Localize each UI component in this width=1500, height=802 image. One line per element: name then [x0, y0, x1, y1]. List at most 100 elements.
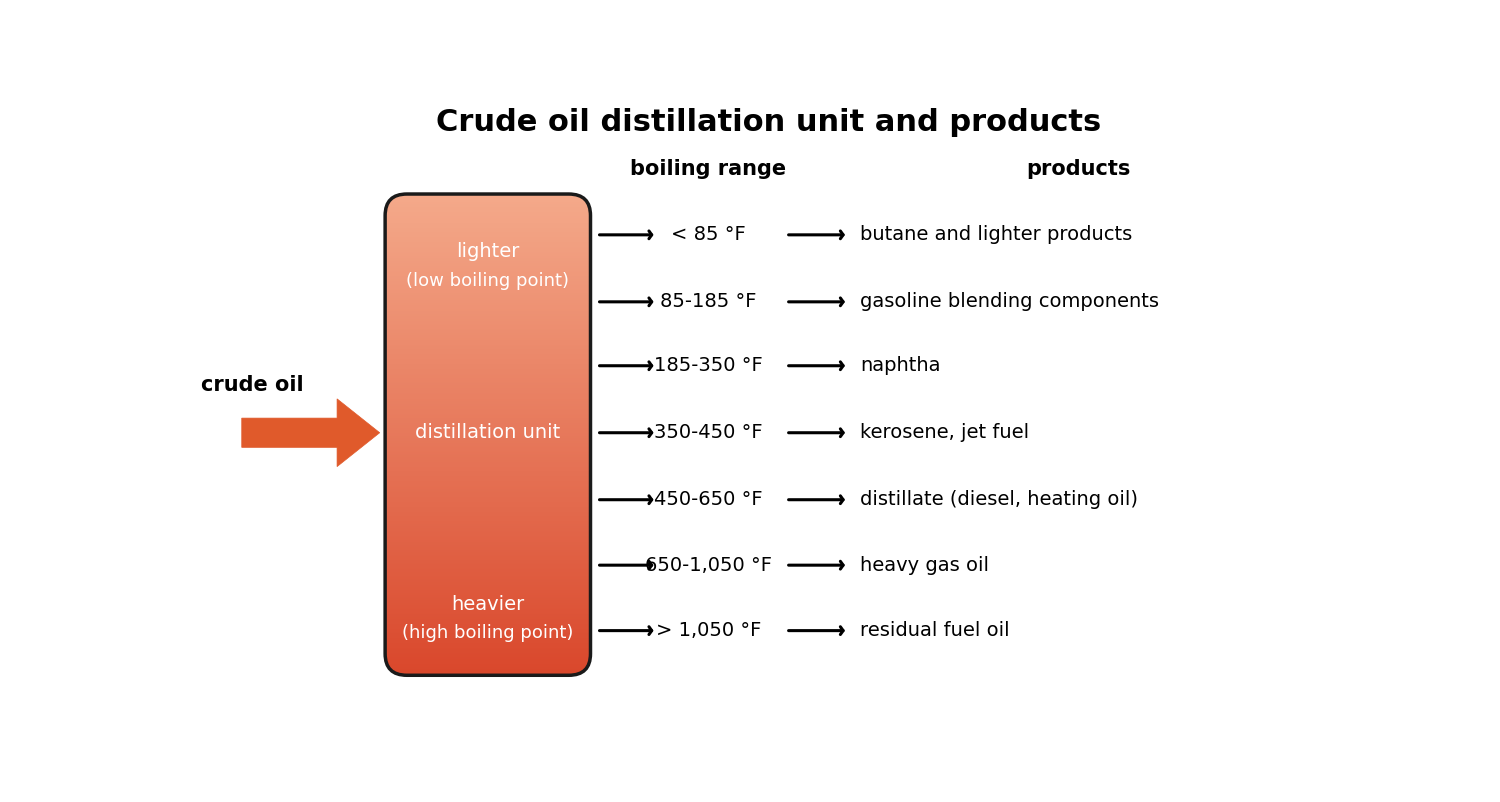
Bar	[386, 332, 591, 334]
Bar	[386, 438, 591, 439]
Bar	[386, 273, 591, 274]
Bar	[386, 233, 591, 234]
Bar	[386, 616, 591, 618]
Bar	[386, 427, 591, 428]
Bar	[386, 411, 591, 412]
Bar	[386, 526, 591, 528]
Bar	[386, 431, 591, 433]
Bar	[386, 486, 591, 488]
Bar	[386, 399, 591, 401]
Bar	[386, 664, 591, 666]
Bar	[386, 441, 591, 443]
Bar	[386, 611, 591, 613]
Bar	[386, 603, 591, 605]
Bar	[386, 393, 591, 395]
Bar	[386, 468, 591, 470]
Bar	[386, 541, 591, 542]
Bar	[386, 417, 591, 419]
Bar	[386, 367, 591, 369]
Bar	[386, 252, 591, 253]
Bar	[386, 302, 591, 303]
Bar	[386, 353, 591, 354]
Bar	[386, 569, 591, 571]
Bar	[386, 630, 591, 632]
Bar	[386, 587, 591, 589]
Bar	[386, 374, 591, 375]
Bar	[386, 314, 591, 316]
Bar	[386, 502, 591, 504]
Bar	[386, 435, 591, 436]
Bar	[386, 622, 591, 624]
Bar	[386, 648, 591, 650]
Bar	[386, 533, 591, 534]
Bar	[386, 483, 591, 484]
Bar	[386, 300, 591, 302]
Bar	[386, 321, 591, 322]
Bar	[386, 573, 591, 574]
Bar	[386, 581, 591, 582]
Bar	[386, 547, 591, 549]
Bar	[386, 330, 591, 332]
Bar	[386, 505, 591, 507]
Bar	[386, 576, 591, 577]
Bar	[386, 597, 591, 598]
Bar	[386, 470, 591, 472]
Bar	[386, 563, 591, 565]
Bar	[386, 395, 591, 396]
Bar	[386, 231, 591, 233]
Bar	[386, 361, 591, 363]
Bar	[386, 472, 591, 473]
Bar	[386, 284, 591, 286]
Bar	[386, 274, 591, 276]
Bar	[386, 443, 591, 444]
Bar	[386, 513, 591, 515]
Bar	[386, 595, 591, 597]
Bar	[386, 560, 591, 561]
Bar	[386, 634, 591, 635]
Bar	[386, 263, 591, 265]
Bar	[386, 558, 591, 560]
Bar	[386, 465, 591, 467]
Text: heavy gas oil: heavy gas oil	[859, 556, 988, 575]
Bar	[386, 512, 591, 513]
Bar	[386, 653, 591, 654]
Text: (high boiling point): (high boiling point)	[402, 624, 573, 642]
Text: products: products	[1026, 159, 1131, 179]
Bar	[386, 369, 591, 371]
Bar	[386, 379, 591, 380]
Bar	[386, 456, 591, 457]
Bar	[386, 473, 591, 475]
Bar	[386, 223, 591, 225]
Bar	[386, 298, 591, 300]
Bar	[386, 310, 591, 311]
Text: distillate (diesel, heating oil): distillate (diesel, heating oil)	[859, 490, 1138, 509]
Bar	[386, 577, 591, 579]
Bar	[386, 497, 591, 499]
Bar	[386, 226, 591, 228]
Bar	[386, 318, 591, 319]
Bar	[386, 377, 591, 379]
Bar	[386, 457, 591, 459]
Bar	[386, 282, 591, 284]
Bar	[386, 579, 591, 581]
Bar	[386, 499, 591, 500]
Bar	[386, 627, 591, 629]
Bar	[386, 454, 591, 456]
Bar	[386, 449, 591, 451]
Bar	[386, 401, 591, 403]
Bar	[386, 654, 591, 656]
Bar	[386, 359, 591, 361]
Bar	[386, 504, 591, 505]
Bar	[386, 629, 591, 630]
Bar	[386, 350, 591, 351]
Bar	[386, 382, 591, 383]
Bar	[386, 354, 591, 356]
Bar	[386, 642, 591, 643]
Bar	[386, 303, 591, 305]
Text: residual fuel oil: residual fuel oil	[859, 621, 1010, 640]
Bar	[386, 322, 591, 324]
Bar	[386, 598, 591, 600]
Bar	[386, 412, 591, 414]
Bar	[386, 241, 591, 242]
Bar	[386, 380, 591, 382]
